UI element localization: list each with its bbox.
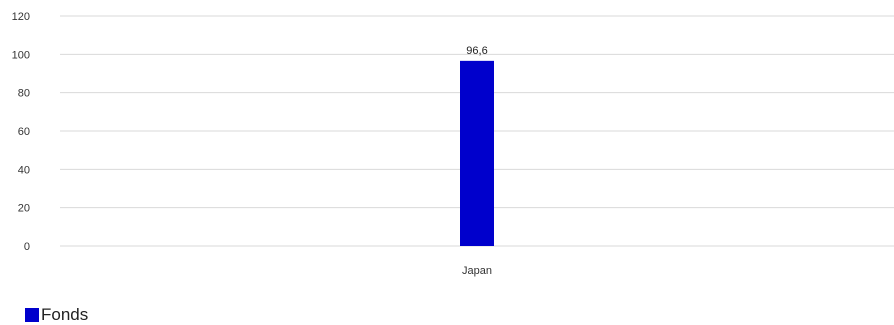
legend-swatch-fonds	[25, 308, 39, 322]
y-tick-label: 80	[18, 88, 30, 100]
y-axis-ticks: 0 20 40 60 80 100 120	[12, 11, 30, 253]
y-tick-label: 100	[12, 49, 30, 61]
data-labels: 96,6	[466, 45, 487, 57]
legend-label-fonds: Fonds	[41, 305, 89, 324]
legend: Fonds	[25, 305, 88, 325]
y-tick-label: 40	[18, 164, 30, 176]
y-tick-label: 120	[12, 11, 30, 23]
y-tick-label: 0	[24, 241, 30, 253]
bar-japan	[460, 60, 494, 246]
data-label-japan: 96,6	[466, 45, 487, 57]
x-axis-labels: Japan	[462, 265, 492, 277]
x-tick-label-japan: Japan	[462, 265, 492, 277]
bars	[460, 60, 494, 246]
bar-chart: 0 20 40 60 80 100 120 96,6 Japan	[12, 11, 894, 277]
y-tick-label: 20	[18, 203, 30, 215]
y-tick-label: 60	[18, 126, 30, 138]
